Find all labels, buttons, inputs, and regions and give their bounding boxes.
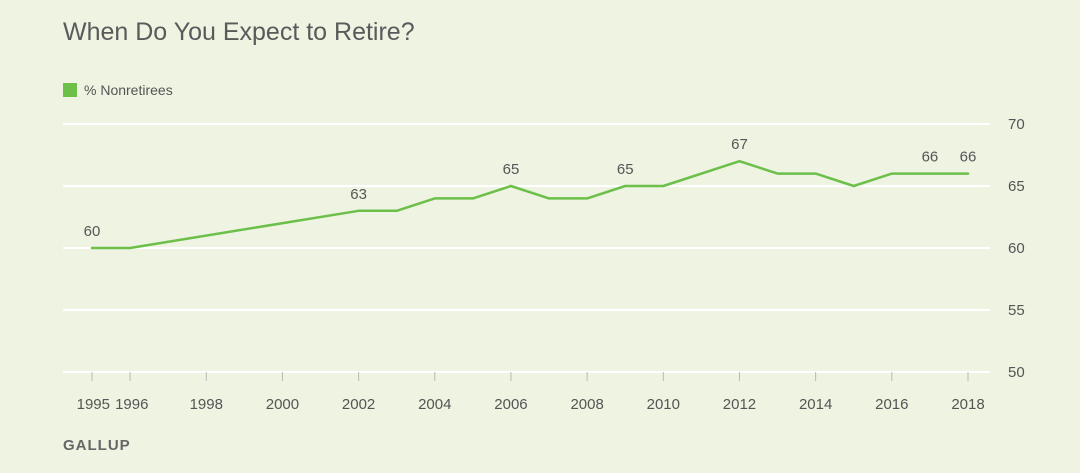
legend-label: % Nonretirees bbox=[84, 82, 173, 98]
legend: % Nonretirees bbox=[63, 82, 173, 98]
x-tick-label-2008: 2008 bbox=[570, 396, 603, 413]
x-tick-label-1995: 1995 bbox=[77, 396, 110, 413]
x-tick-label-2016: 2016 bbox=[875, 396, 908, 413]
y-tick-label-70: 70 bbox=[1008, 116, 1025, 133]
grid-layer bbox=[63, 123, 990, 373]
data-label-2017: 66 bbox=[922, 149, 939, 166]
data-label-2018: 66 bbox=[960, 149, 977, 166]
x-tick-label-2014: 2014 bbox=[799, 396, 832, 413]
x-tick-label-2004: 2004 bbox=[418, 396, 451, 413]
x-tick-label-2018: 2018 bbox=[951, 396, 984, 413]
x-tick-label-2000: 2000 bbox=[266, 396, 299, 413]
x-tick-label-2006: 2006 bbox=[494, 396, 527, 413]
y-tick-label-60: 60 bbox=[1008, 240, 1025, 257]
data-label-2009: 65 bbox=[617, 161, 634, 178]
y-tick-label-55: 55 bbox=[1008, 302, 1025, 319]
data-label-2012: 67 bbox=[731, 136, 748, 153]
x-tick-label-2010: 2010 bbox=[647, 396, 680, 413]
series-layer bbox=[90, 159, 970, 250]
data-label-1995: 60 bbox=[84, 223, 101, 240]
y-tick-labels: 50 55 60 65 70 bbox=[1008, 116, 1025, 381]
data-label-2006: 65 bbox=[503, 161, 520, 178]
legend-swatch bbox=[63, 83, 77, 97]
x-tick-label-1996: 1996 bbox=[115, 396, 148, 413]
source-credit: GALLUP bbox=[63, 437, 131, 454]
x-tick-label-1998: 1998 bbox=[190, 396, 223, 413]
data-label-2002: 63 bbox=[350, 186, 367, 203]
series-line-0 bbox=[90, 159, 970, 250]
x-tick-label-2002: 2002 bbox=[342, 396, 375, 413]
chart-title: When Do You Expect to Retire? bbox=[63, 18, 415, 46]
x-tick-labels: 1995 1996 1998 2000 2002 2004 2006 2008 2010 2012… bbox=[77, 372, 985, 413]
y-tick-label-50: 50 bbox=[1008, 364, 1025, 381]
data-labels: 60 63 65 65 67 66 66 bbox=[84, 136, 977, 240]
y-tick-label-65: 65 bbox=[1008, 178, 1025, 195]
x-tick-label-2012: 2012 bbox=[723, 396, 756, 413]
